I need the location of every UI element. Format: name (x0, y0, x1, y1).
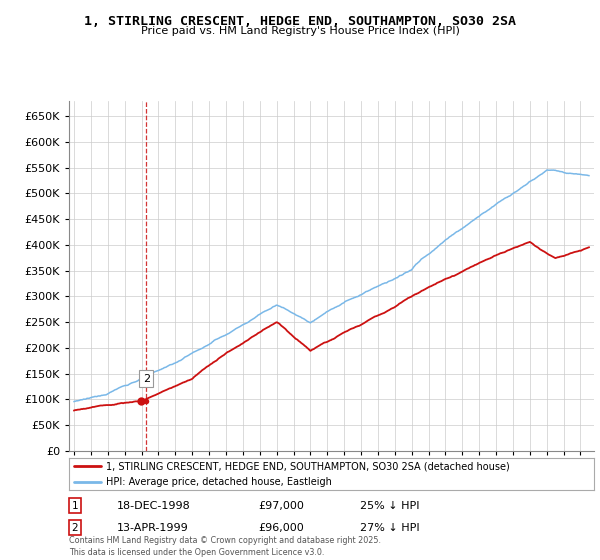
Text: 2: 2 (71, 522, 79, 533)
Text: 1, STIRLING CRESCENT, HEDGE END, SOUTHAMPTON, SO30 2SA: 1, STIRLING CRESCENT, HEDGE END, SOUTHAM… (84, 15, 516, 28)
Text: 2: 2 (143, 374, 150, 384)
Text: Contains HM Land Registry data © Crown copyright and database right 2025.
This d: Contains HM Land Registry data © Crown c… (69, 536, 381, 557)
Text: 13-APR-1999: 13-APR-1999 (117, 522, 189, 533)
Text: Price paid vs. HM Land Registry's House Price Index (HPI): Price paid vs. HM Land Registry's House … (140, 26, 460, 36)
Text: HPI: Average price, detached house, Eastleigh: HPI: Average price, detached house, East… (106, 477, 332, 487)
Text: 18-DEC-1998: 18-DEC-1998 (117, 501, 191, 511)
Text: 1: 1 (71, 501, 79, 511)
Text: 25% ↓ HPI: 25% ↓ HPI (360, 501, 419, 511)
Text: 1, STIRLING CRESCENT, HEDGE END, SOUTHAMPTON, SO30 2SA (detached house): 1, STIRLING CRESCENT, HEDGE END, SOUTHAM… (106, 461, 509, 472)
Text: £96,000: £96,000 (258, 522, 304, 533)
Text: 27% ↓ HPI: 27% ↓ HPI (360, 522, 419, 533)
Text: £97,000: £97,000 (258, 501, 304, 511)
